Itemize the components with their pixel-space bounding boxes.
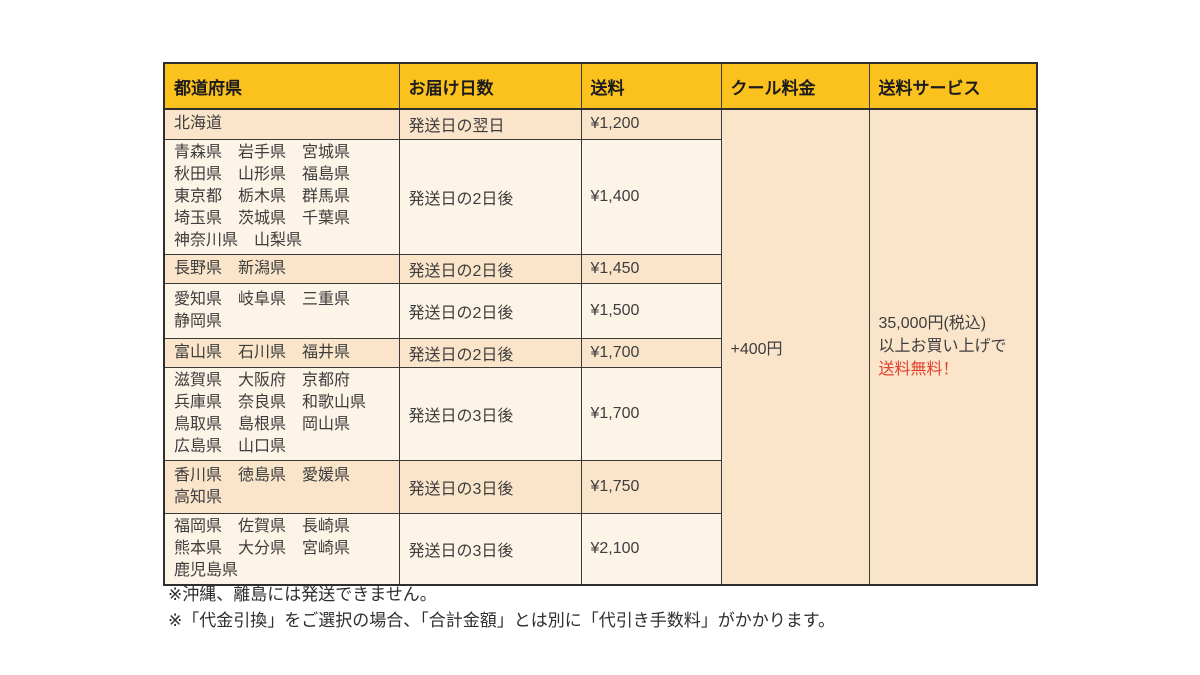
shipping-fee-cell: ¥1,750: [580, 459, 722, 514]
footnotes: ※沖縄、離島には発送できません。 ※「代金引換」をご選択の場合、「合計金額」とは…: [168, 582, 835, 634]
prefectures-cell: 滋賀県 大阪府 京都府 兵庫県 奈良県 和歌山県 鳥取県 島根県 岡山県 広島県 山口…: [163, 366, 400, 461]
shipping-fee-cell: ¥1,400: [580, 138, 722, 255]
prefectures-cell: 北海道: [163, 108, 400, 140]
prefecture-line: 兵庫県 奈良県 和歌山県: [174, 393, 367, 411]
prefectures-cell: 香川県 徳島県 愛媛県 高知県: [163, 459, 400, 514]
prefectures-cell: 長野県 新潟県: [163, 253, 400, 284]
service-line: 35,000円(税込): [878, 315, 987, 333]
prefecture-line: 北海道: [174, 115, 223, 133]
delivery-days-cell: 発送日の2日後: [398, 138, 582, 255]
column-header-3: クール料金: [720, 62, 870, 110]
delivery-days-cell: 発送日の2日後: [398, 282, 582, 339]
shipping-fee-cell: ¥1,450: [580, 253, 722, 284]
prefectures-cell: 愛知県 岐阜県 三重県 静岡県: [163, 282, 400, 339]
prefecture-line: 鹿児島県: [174, 561, 239, 579]
shipping-fee-cell: ¥1,500: [580, 282, 722, 339]
delivery-days-cell: 発送日の2日後: [398, 337, 582, 368]
footnote-cod: ※「代金引換」をご選択の場合、「合計金額」とは別に「代引き手数料」がかかります。: [168, 611, 836, 630]
shipping-fee-cell: ¥1,200: [580, 108, 722, 140]
prefecture-line: 滋賀県 大阪府 京都府: [174, 371, 351, 389]
table-row: 長野県 新潟県 発送日の2日後 ¥1,450: [163, 253, 1037, 284]
table-row: 滋賀県 大阪府 京都府 兵庫県 奈良県 和歌山県 鳥取県 島根県 岡山県 広島県 山口…: [163, 366, 1037, 461]
prefecture-line: 富山県 石川県 福井県: [174, 343, 351, 361]
column-header-0: 都道府県: [163, 62, 400, 110]
prefectures-cell: 青森県 岩手県 宮城県 秋田県 山形県 福島県 東京都 栃木県 群馬県 埼玉県 茨城県…: [163, 138, 400, 255]
delivery-days-cell: 発送日の翌日: [398, 108, 582, 140]
prefecture-line: 高知県: [174, 488, 223, 506]
prefecture-line: 広島県 山口県: [174, 437, 287, 455]
shipping-fee-cell: ¥1,700: [580, 366, 722, 461]
cool-fee-cell: +400円: [720, 108, 870, 585]
prefecture-line: 埼玉県 茨城県 千葉県: [174, 209, 351, 227]
prefecture-line: 青森県 岩手県 宮城県: [174, 143, 351, 161]
prefecture-line: 鳥取県 島根県 岡山県: [174, 415, 351, 433]
shipping-fee-table: 都道府県 お届け日数 送料 クール料金 送料サービス 北海道 発送日の翌日 ¥1,200 +4…: [163, 62, 1038, 586]
free-shipping-highlight: 送料無料！: [878, 361, 959, 379]
delivery-days-cell: 発送日の2日後: [398, 253, 582, 284]
delivery-days-cell: 発送日の3日後: [398, 366, 582, 461]
table-row: 富山県 石川県 福井県 発送日の2日後 ¥1,700: [163, 337, 1037, 368]
table-row: 青森県 岩手県 宮城県 秋田県 山形県 福島県 東京都 栃木県 群馬県 埼玉県 茨城県…: [163, 138, 1037, 255]
service-line: 以上お買い上げで: [878, 338, 1007, 356]
prefectures-cell: 福岡県 佐賀県 長崎県 熊本県 大分県 宮崎県 鹿児島県: [163, 512, 400, 585]
prefecture-line: 愛知県 岐阜県 三重県: [174, 290, 351, 308]
prefecture-line: 長野県 新潟県: [174, 259, 287, 277]
table-row: 北海道 発送日の翌日 ¥1,200 +400円 35,000円(税込) 以上お買い上げで送…: [163, 108, 1038, 585]
column-header-4: 送料サービス: [868, 62, 1038, 110]
prefecture-line: 静岡県: [174, 312, 223, 330]
shipping-service-cell: 35,000円(税込) 以上お買い上げで 送料無料！: [868, 108, 1038, 585]
prefecture-line: 秋田県 山形県 福島県: [174, 165, 351, 183]
prefecture-line: 神奈川県 山梨県: [174, 231, 303, 249]
prefecture-line: 東京都 栃木県 群馬県: [174, 187, 351, 205]
prefecture-line: 熊本県 大分県 宮崎県: [174, 539, 351, 557]
delivery-days-cell: 発送日の3日後: [398, 512, 582, 585]
shipping-fee-cell: ¥2,100: [580, 512, 722, 585]
prefectures-cell: 富山県 石川県 福井県: [163, 337, 400, 368]
table-row: 福岡県 佐賀県 長崎県 熊本県 大分県 宮崎県 鹿児島県 発送日の3日後 ¥2,100: [163, 512, 1037, 585]
shipping-fee-cell: ¥1,700: [580, 337, 722, 368]
prefecture-line: 福岡県 佐賀県 長崎県: [174, 517, 351, 535]
table-row: 愛知県 岐阜県 三重県 静岡県 発送日の2日後 ¥1,500: [163, 282, 1037, 339]
table-body: 北海道 発送日の翌日 ¥1,200 +400円 35,000円(税込) 以上お買い上げで送…: [163, 108, 1038, 585]
column-header-2: 送料: [580, 62, 722, 110]
prefecture-line: 香川県 徳島県 愛媛県: [174, 466, 351, 484]
delivery-days-cell: 発送日の3日後: [398, 459, 582, 514]
column-header-1: お届け日数: [398, 62, 582, 110]
footnote-okinawa: ※沖縄、離島には発送できません。: [168, 585, 437, 604]
table-row: 香川県 徳島県 愛媛県 高知県 発送日の3日後 ¥1,750: [163, 459, 1037, 514]
header-row: 都道府県 お届け日数 送料 クール料金 送料サービス: [163, 62, 1038, 110]
